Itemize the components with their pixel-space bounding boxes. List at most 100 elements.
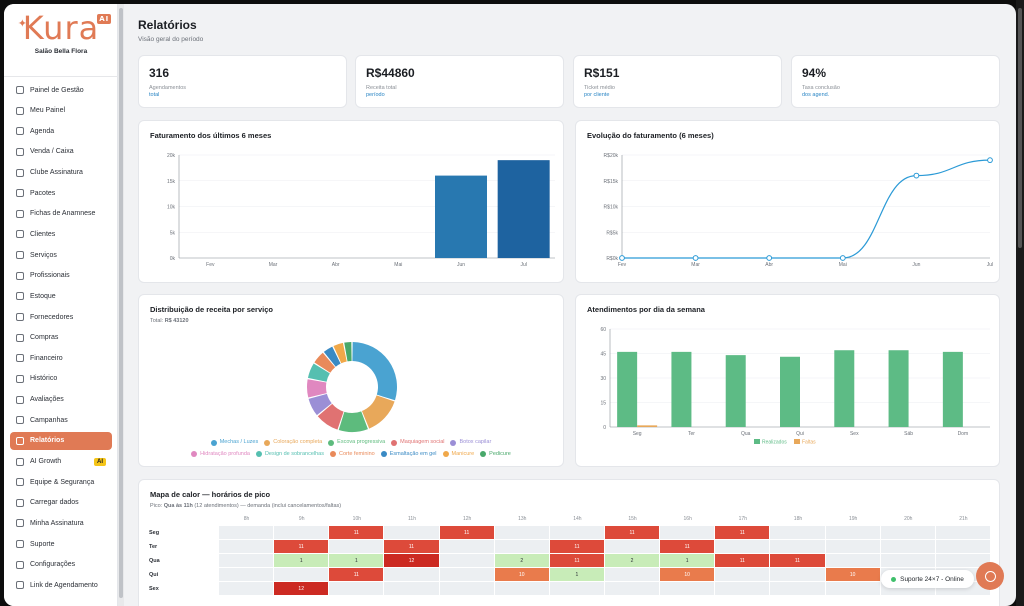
sidebar-item-history[interactable]: Histórico xyxy=(10,370,112,388)
heatmap-cell[interactable] xyxy=(604,568,660,581)
heatmap-cell[interactable]: 1 xyxy=(549,568,604,581)
heatmap-cell[interactable] xyxy=(880,526,935,539)
heatmap-cell[interactable]: 2 xyxy=(494,554,549,567)
heatmap-cell[interactable]: 1 xyxy=(329,554,384,567)
heatmap-cell[interactable]: 11 xyxy=(549,540,604,553)
heatmap-cell[interactable] xyxy=(384,582,439,595)
sidebar-item-file[interactable]: Fichas de Anamnese xyxy=(10,205,112,223)
heatmap-cell[interactable] xyxy=(384,568,439,581)
heatmap-cell[interactable]: 2 xyxy=(604,554,660,567)
heatmap-cell[interactable] xyxy=(604,582,660,595)
sidebar-item-chart[interactable]: Relatórios xyxy=(10,431,112,450)
heatmap-cell[interactable] xyxy=(660,526,715,539)
heatmap-cell[interactable] xyxy=(825,554,880,567)
heatmap-cell[interactable] xyxy=(825,582,880,595)
heatmap-cell[interactable] xyxy=(770,582,825,595)
sidebar-item-users[interactable]: Clientes xyxy=(10,225,112,243)
heatmap-cell[interactable] xyxy=(880,554,935,567)
heatmap-cell[interactable] xyxy=(219,540,274,553)
sidebar-item-home[interactable]: Painel de Gestão xyxy=(10,81,112,99)
heatmap-cell[interactable]: 10 xyxy=(494,568,549,581)
sidebar-item-card[interactable]: Clube Assinatura xyxy=(10,164,112,182)
heatmap-cell[interactable] xyxy=(439,582,494,595)
heatmap-cell[interactable]: 11 xyxy=(329,568,384,581)
sidebar-item-bag[interactable]: Compras xyxy=(10,329,112,347)
brand-logo[interactable]: ✦ Kura AI Salão Bella Flora xyxy=(4,10,118,55)
heatmap-cell[interactable]: 11 xyxy=(274,540,329,553)
sidebar-item-upload[interactable]: Carregar dados xyxy=(10,494,112,512)
sidebar-item-calendar[interactable]: Agenda xyxy=(10,122,112,140)
heatmap-cell[interactable] xyxy=(274,526,329,539)
heatmap-cell[interactable]: 12 xyxy=(274,582,329,595)
heatmap-cell[interactable] xyxy=(770,568,825,581)
heatmap-cell[interactable]: 10 xyxy=(825,568,880,581)
heatmap-cell[interactable] xyxy=(770,540,825,553)
sidebar-item-user[interactable]: Meu Painel xyxy=(10,102,112,120)
support-status-pill[interactable]: Suporte 24×7 - Online xyxy=(881,570,974,588)
heatmap-cell[interactable] xyxy=(384,526,439,539)
heatmap-cell[interactable]: 11 xyxy=(384,540,439,553)
heatmap-cell[interactable] xyxy=(219,582,274,595)
sidebar-item-scissors[interactable]: Profissionais xyxy=(10,267,112,285)
heatmap-cell[interactable]: 11 xyxy=(715,526,770,539)
data-point-jul xyxy=(987,157,993,164)
heatmap-cell[interactable] xyxy=(935,540,990,553)
heatmap-cell[interactable]: 1 xyxy=(274,554,329,567)
heatmap-cell[interactable]: 11 xyxy=(770,554,825,567)
heatmap-cell[interactable] xyxy=(439,540,494,553)
y-tick-label: R$5k xyxy=(606,230,618,236)
heatmap-cell[interactable] xyxy=(329,582,384,595)
heatmap-cell[interactable] xyxy=(660,582,715,595)
heatmap-cell[interactable]: 11 xyxy=(439,526,494,539)
sidebar-item-credit-card[interactable]: Minha Assinatura xyxy=(10,514,112,532)
heatmap-cell[interactable]: 1 xyxy=(660,554,715,567)
sidebar-item-megaphone[interactable]: Campanhas xyxy=(10,411,112,429)
heatmap-cell[interactable]: 11 xyxy=(715,554,770,567)
heatmap-cell[interactable] xyxy=(549,582,604,595)
sidebar-item-box[interactable]: Estoque xyxy=(10,287,112,305)
sidebar-item-label: Pacotes xyxy=(30,189,56,197)
page-scrollbar-thumb[interactable] xyxy=(1018,8,1022,248)
heatmap-cell[interactable] xyxy=(935,554,990,567)
heatmap-cell[interactable] xyxy=(549,526,604,539)
sidebar-item-cart[interactable]: Venda / Caixa xyxy=(10,143,112,161)
page-scrollbar[interactable] xyxy=(1016,0,1024,606)
heatmap-cell[interactable] xyxy=(880,540,935,553)
heatmap-cell[interactable] xyxy=(439,568,494,581)
heatmap-cell[interactable] xyxy=(274,568,329,581)
heatmap-cell[interactable] xyxy=(494,582,549,595)
heatmap-cell[interactable]: 11 xyxy=(329,526,384,539)
heatmap-cell[interactable] xyxy=(219,554,274,567)
chat-button[interactable] xyxy=(976,562,1004,590)
heatmap-cell[interactable] xyxy=(715,568,770,581)
heatmap-cell[interactable]: 10 xyxy=(660,568,715,581)
heatmap-cell[interactable]: 11 xyxy=(604,526,660,539)
heatmap-cell[interactable] xyxy=(770,526,825,539)
heatmap-cell[interactable] xyxy=(715,582,770,595)
heatmap-cell[interactable] xyxy=(825,540,880,553)
sidebar-item-dollar[interactable]: Financeiro xyxy=(10,349,112,367)
heatmap-cell[interactable] xyxy=(494,526,549,539)
heatmap-cell[interactable] xyxy=(935,526,990,539)
sidebar-item-globe[interactable]: Link de Agendamento xyxy=(10,576,112,594)
heatmap-cell[interactable] xyxy=(439,554,494,567)
heatmap-cell[interactable]: 12 xyxy=(384,554,439,567)
heatmap-cell[interactable] xyxy=(329,540,384,553)
heatmap-cell[interactable] xyxy=(219,526,274,539)
sidebar-item-sparkle[interactable]: AI Growth AI xyxy=(10,453,112,471)
heatmap-cell[interactable] xyxy=(604,540,660,553)
heatmap-cell[interactable] xyxy=(494,540,549,553)
sidebar-item-gear[interactable]: Configurações xyxy=(10,556,112,574)
sidebar-item-help[interactable]: Suporte xyxy=(10,535,112,553)
sidebar-item-truck[interactable]: Fornecedores xyxy=(10,308,112,326)
heatmap-cell[interactable] xyxy=(715,540,770,553)
sidebar-item-shield[interactable]: Equipe & Segurança xyxy=(10,473,112,491)
heatmap-cell[interactable] xyxy=(825,526,880,539)
sidebar-scrollbar-thumb[interactable] xyxy=(119,8,123,598)
heatmap-cell[interactable] xyxy=(219,568,274,581)
sidebar-item-star[interactable]: Avaliações xyxy=(10,391,112,409)
heatmap-cell[interactable]: 11 xyxy=(549,554,604,567)
heatmap-cell[interactable]: 11 xyxy=(660,540,715,553)
sidebar-item-briefcase[interactable]: Serviços xyxy=(10,246,112,264)
sidebar-item-package[interactable]: Pacotes xyxy=(10,184,112,202)
